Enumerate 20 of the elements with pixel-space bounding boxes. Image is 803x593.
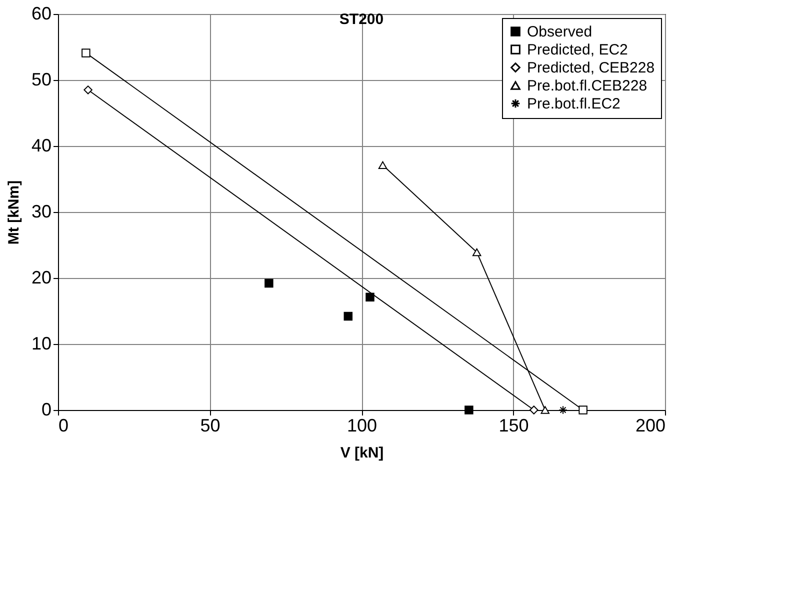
x-tick-label: 0	[58, 416, 69, 436]
y-tick-label: 50	[31, 70, 52, 90]
y-tick-label: 40	[31, 136, 52, 156]
legend-label: Predicted, EC2	[527, 42, 628, 58]
x-tick-label: 100	[346, 416, 378, 436]
chart-title: ST200	[339, 11, 384, 28]
x-tick-label: 200	[635, 416, 666, 436]
y-tick-label: 0	[41, 400, 52, 420]
y-tick-label: 10	[31, 334, 52, 354]
legend-label: Observed	[527, 24, 592, 40]
legend-label: Pre.bot.fl.CEB228	[527, 78, 648, 94]
y-tick-label: 20	[31, 268, 52, 288]
y-tick-label: 30	[31, 202, 52, 222]
x-axis-title: V [kN]	[340, 444, 384, 462]
legend-label: Pre.bot.fl.EC2	[527, 96, 620, 112]
x-tick-label: 150	[498, 416, 529, 436]
x-tick-label: 50	[200, 416, 220, 436]
y-axis-title: Mt [kNm]	[5, 180, 22, 245]
y-tick-label: 60	[31, 4, 52, 24]
legend-label: Predicted, CEB228	[527, 60, 655, 76]
